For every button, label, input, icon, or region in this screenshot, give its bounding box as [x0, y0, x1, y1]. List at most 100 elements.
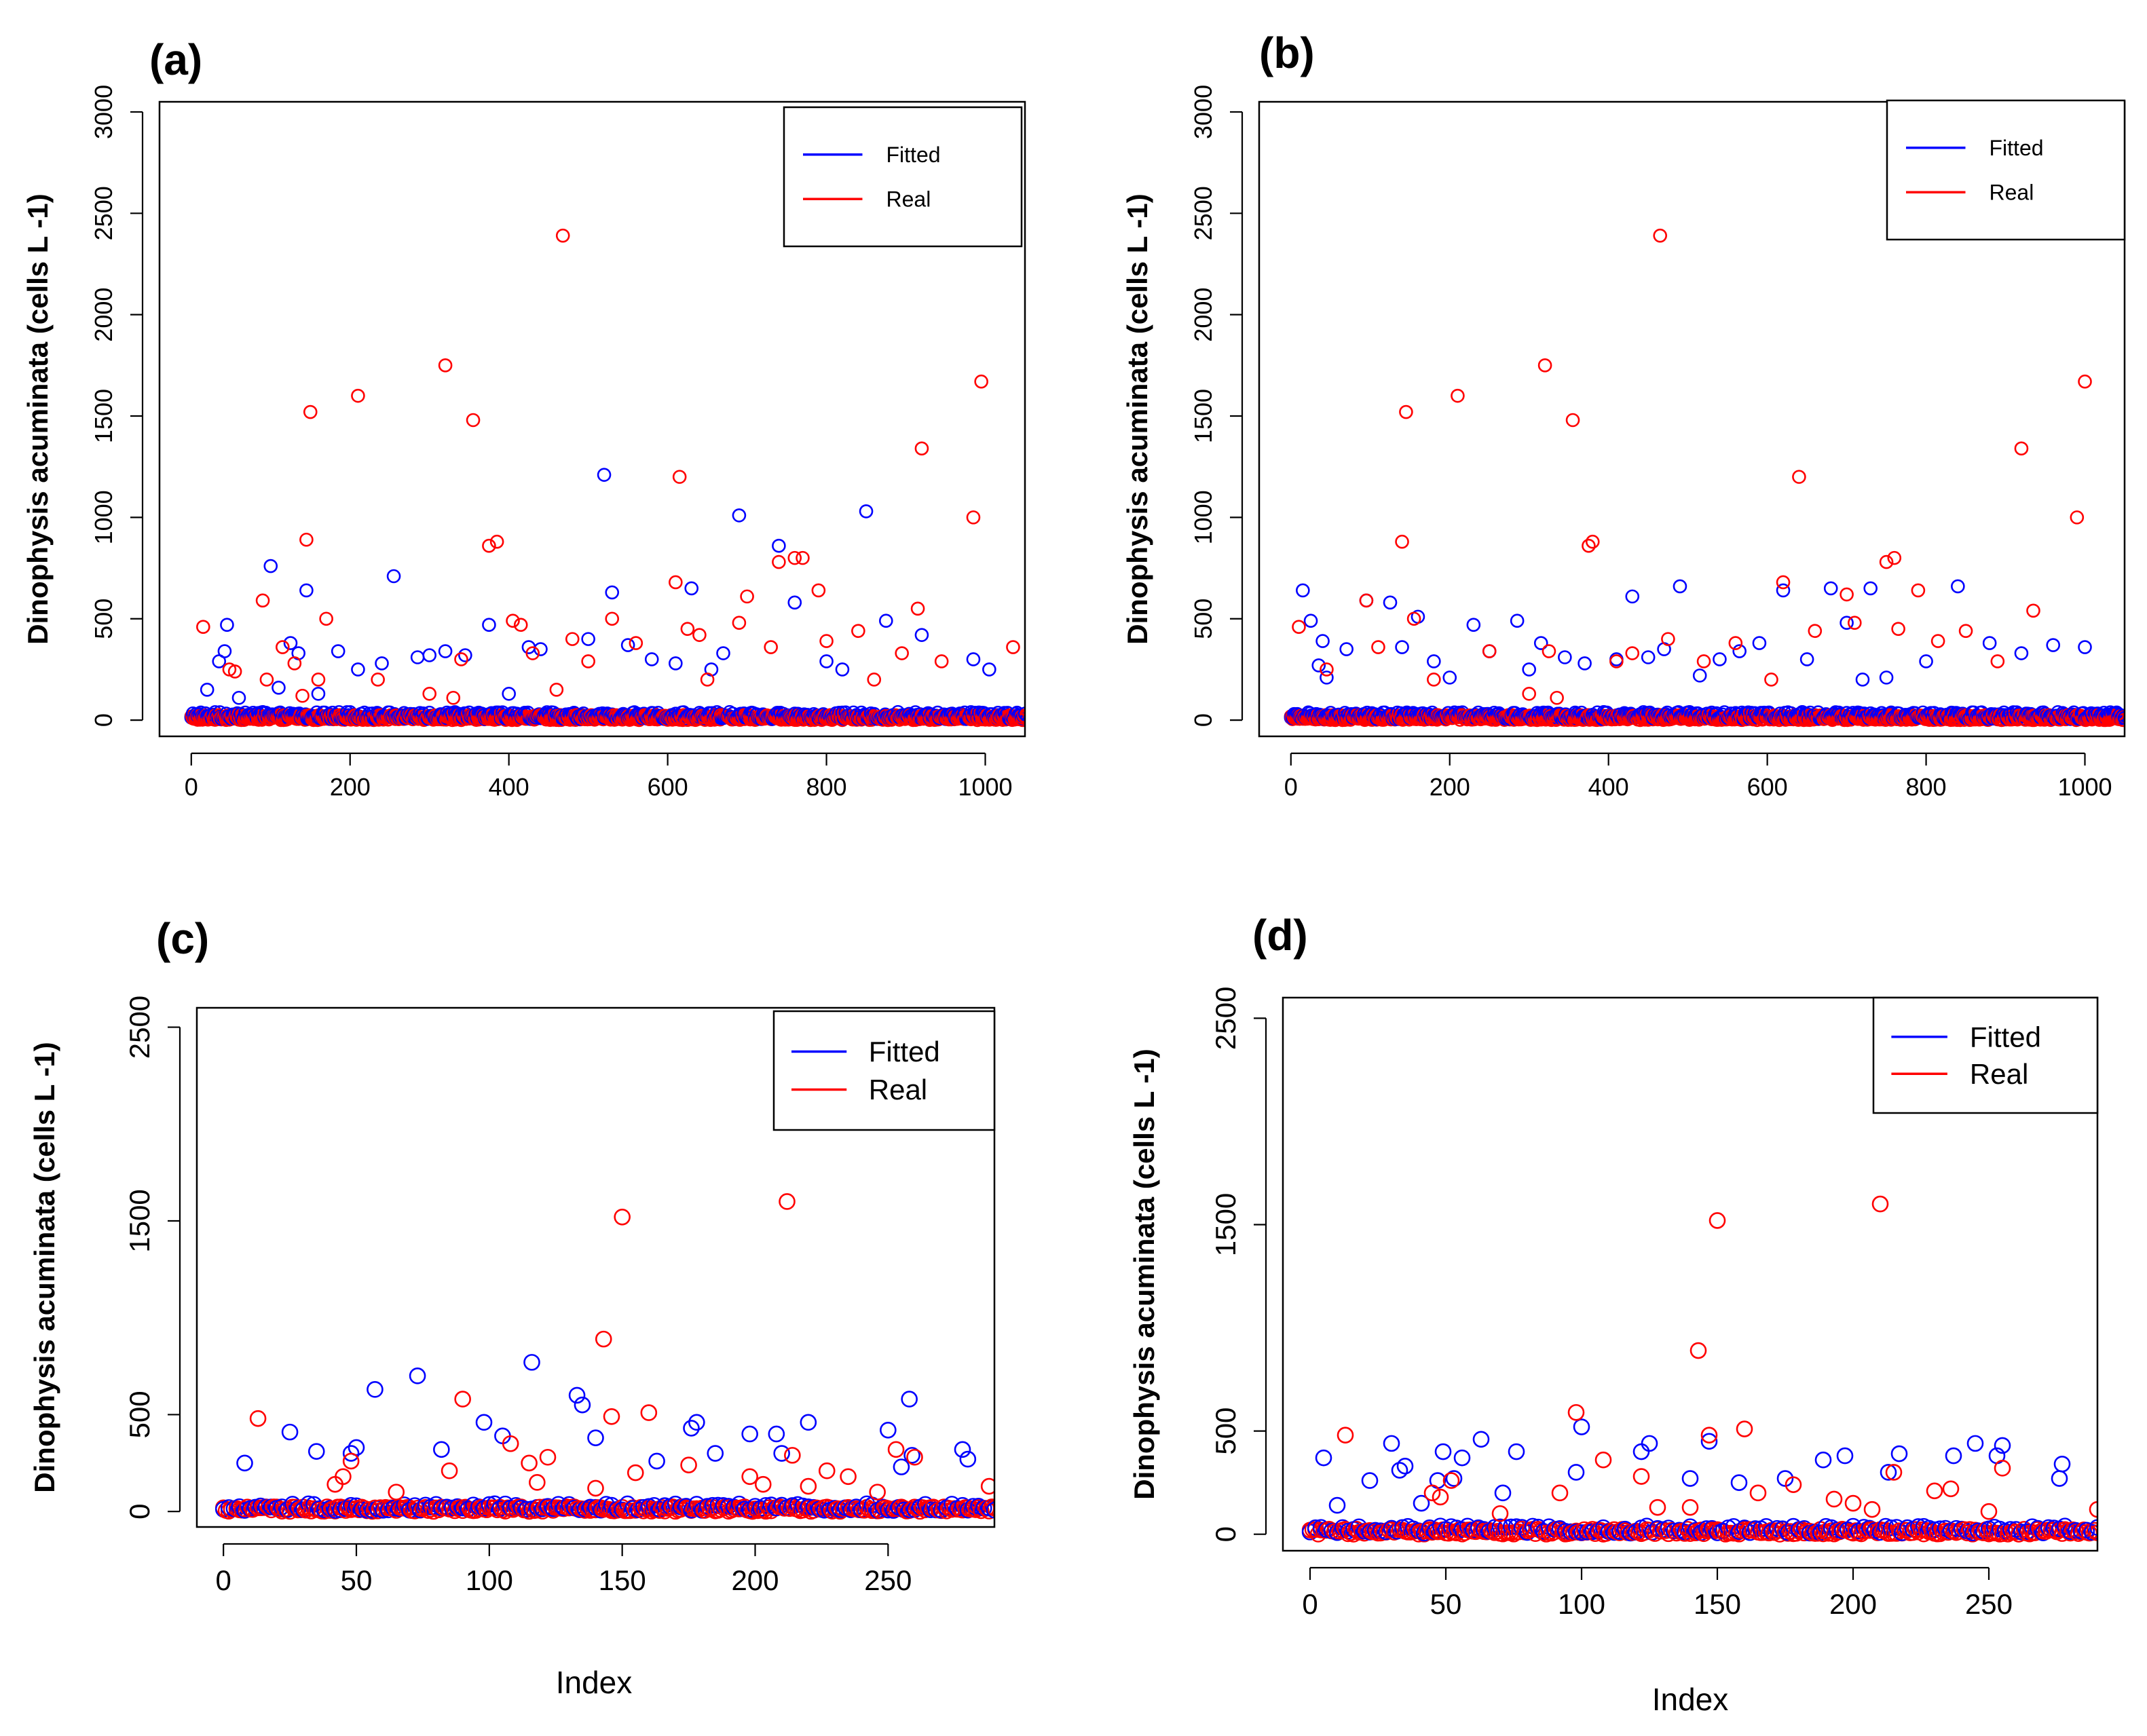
- data-point-real: [1891, 622, 1905, 636]
- data-point-fitted: [568, 1386, 586, 1404]
- y-tick-label: 0: [90, 713, 117, 727]
- data-point-fitted: [409, 1367, 426, 1384]
- x-axis-label: Index: [556, 1665, 633, 1700]
- data-point-real: [342, 1452, 360, 1470]
- data-point-real: [1980, 1503, 1998, 1520]
- x-tick-label: 200: [1829, 1588, 1877, 1620]
- data-point-fitted: [1445, 1470, 1463, 1487]
- data-point-real: [303, 404, 318, 419]
- data-point-real-baseline: [861, 1501, 878, 1518]
- x-tick-label: 0: [1302, 1588, 1318, 1620]
- x-tick-label: 600: [648, 773, 688, 801]
- data-point-fitted: [200, 682, 214, 697]
- data-point-real: [1847, 616, 1862, 630]
- data-point-fitted: [2014, 646, 2029, 660]
- data-point-real: [974, 374, 988, 389]
- data-point-fitted-baseline: [2116, 709, 2125, 723]
- data-point-fitted: [683, 1420, 700, 1437]
- data-point-fitted: [1522, 662, 1537, 677]
- data-point-real: [1930, 634, 1945, 648]
- data-point-real: [1482, 644, 1497, 658]
- data-point-fitted-baseline: [1947, 1520, 1965, 1537]
- data-point-real: [934, 654, 949, 668]
- data-point-real: [1565, 413, 1580, 428]
- data-point-fitted: [959, 1450, 977, 1468]
- data-point-real: [311, 673, 326, 687]
- data-point-fitted: [534, 642, 548, 656]
- y-tick-label: 1000: [90, 490, 117, 544]
- y-tick-label: 1500: [1189, 389, 1217, 443]
- data-point-real: [1432, 1488, 1449, 1506]
- y-tick-label: 500: [124, 1391, 155, 1438]
- data-point-fitted: [1442, 671, 1457, 685]
- data-point-fitted-baseline: [757, 1496, 774, 1514]
- data-point-fitted: [1311, 658, 1326, 673]
- data-point-fitted: [800, 1414, 817, 1431]
- data-point-real: [489, 534, 504, 549]
- data-point-fitted: [859, 504, 874, 518]
- data-point-real: [2070, 510, 2085, 525]
- data-point-fitted: [1434, 1443, 1452, 1460]
- data-point-fitted-baseline: [2018, 1523, 2036, 1541]
- data-point-fitted: [1823, 581, 1838, 596]
- data-point-real: [672, 470, 687, 484]
- data-point-real: [779, 1193, 796, 1210]
- legend-label-real: Real: [869, 1074, 927, 1106]
- data-point-real: [1911, 583, 1926, 598]
- panel-label: (c): [156, 914, 209, 963]
- data-point-fitted-baseline: [1828, 1522, 1846, 1539]
- data-point-real: [1661, 632, 1675, 646]
- data-point-fitted: [1799, 652, 1814, 666]
- data-point-real: [980, 1477, 994, 1495]
- x-tick-label: 1000: [958, 773, 1012, 801]
- data-point-real: [351, 388, 365, 403]
- y-tick-label: 0: [1189, 713, 1217, 727]
- data-point-real: [1749, 1484, 1767, 1502]
- data-point-real: [1844, 1494, 1862, 1512]
- data-point-fitted: [1396, 1458, 1414, 1475]
- data-point-real-baseline: [1907, 1521, 1924, 1538]
- data-point-real: [869, 1484, 886, 1501]
- x-tick-label: 0: [185, 773, 198, 801]
- data-point-real: [692, 628, 707, 642]
- data-point-fitted: [1880, 1464, 1897, 1481]
- y-tick-label: 0: [1210, 1526, 1241, 1542]
- data-point-fitted-baseline: [518, 1501, 535, 1518]
- data-point-real: [255, 593, 270, 608]
- data-point-fitted: [903, 1447, 920, 1464]
- data-point-fitted: [688, 1414, 705, 1431]
- data-point-fitted: [458, 648, 472, 662]
- data-point-fitted: [1466, 618, 1481, 633]
- data-point-fitted-baseline: [677, 1498, 694, 1515]
- data-point-real: [1926, 1482, 1943, 1500]
- data-point-fitted: [1673, 579, 1687, 594]
- data-point-real: [787, 550, 802, 565]
- data-point-fitted: [1919, 654, 1933, 668]
- panel-label: (b): [1259, 29, 1315, 77]
- x-tick-label: 150: [599, 1564, 646, 1596]
- data-point-fitted: [741, 1425, 758, 1443]
- data-point-fitted: [1641, 650, 1656, 664]
- x-tick-label: 50: [1430, 1588, 1462, 1620]
- data-point-real-baseline: [2070, 1525, 2087, 1542]
- x-tick-label: 150: [1694, 1588, 1741, 1620]
- data-point-fitted: [835, 662, 850, 677]
- data-point-real: [1885, 1464, 1903, 1481]
- data-point-real: [335, 1468, 352, 1486]
- data-point-fitted: [1472, 1431, 1490, 1448]
- data-point-fitted-baseline: [1698, 1520, 1715, 1537]
- data-point-fitted: [299, 583, 314, 598]
- y-axis-label: Dinophysis acuminata (cells L -1): [22, 193, 54, 644]
- plot-frame: [158, 100, 1026, 738]
- chart-panel-d: (d)Dinophysis acuminata (cells L -1)0500…: [1128, 911, 2099, 1717]
- data-point-real: [1681, 1498, 1699, 1516]
- data-point-real: [2089, 1501, 2097, 1518]
- y-tick-label: 2000: [1189, 288, 1217, 342]
- data-point-fitted: [574, 1396, 591, 1414]
- data-point-fitted-baseline: [1018, 706, 1025, 721]
- data-point-real: [1785, 1476, 1802, 1493]
- data-point-real: [565, 632, 580, 646]
- data-point-fitted: [1951, 579, 1965, 594]
